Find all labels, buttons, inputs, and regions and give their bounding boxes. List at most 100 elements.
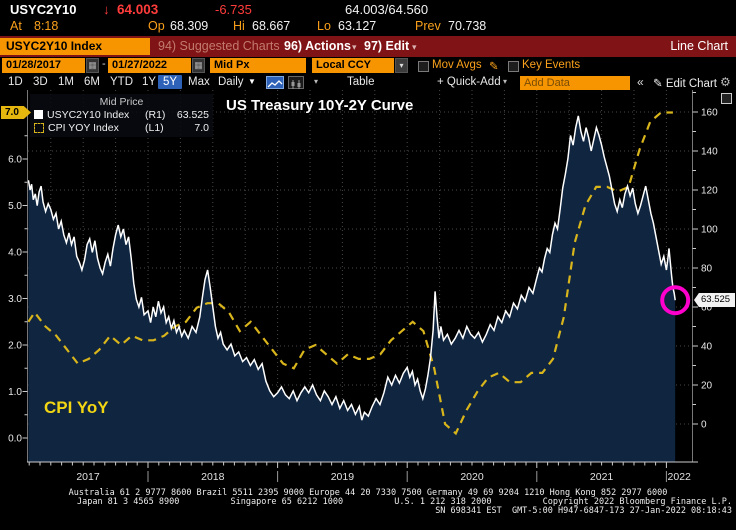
footer-contact-line: Australia 61 2 9777 8600 Brazil 5511 239… (68, 488, 668, 498)
svg-text:2022: 2022 (668, 471, 692, 483)
chart-legend: Mid Price USYC2Y10 Index (R1) 63.525 CPI… (30, 94, 213, 137)
expand-chart-icon[interactable] (721, 93, 732, 104)
svg-text:80: 80 (701, 264, 713, 275)
svg-text:2021: 2021 (590, 471, 614, 483)
tab-3d[interactable]: 3D (33, 76, 48, 88)
svg-text:4.0: 4.0 (8, 248, 22, 259)
footer-copyright-line: Japan 81 3 4565 8900 Singapore 65 6212 1… (76, 497, 732, 507)
legend-row-usyc2y10[interactable]: USYC2Y10 Index (R1) 63.525 (34, 108, 209, 121)
high-value: 68.667 (252, 19, 291, 33)
tab-1d[interactable]: 1D (8, 76, 23, 88)
down-arrow-icon: ↓ (103, 2, 110, 17)
settings-toolbar: 01/28/2017 ▦ - 01/27/2022 ▦ Mid Px Local… (0, 57, 736, 75)
at-time: 8:18 (34, 19, 59, 33)
frequency-select[interactable]: Daily (218, 76, 244, 88)
price-field-select[interactable]: Mid Px (210, 58, 306, 73)
key-events-label: Key Events (522, 59, 581, 71)
chart-type-caret-icon[interactable]: ▾ (314, 77, 319, 86)
low-value: 63.127 (338, 19, 377, 33)
mov-avgs-checkbox[interactable] (418, 61, 429, 72)
price-change: -6.735 (215, 2, 252, 17)
add-data-input[interactable]: Add Data (520, 76, 630, 90)
tab-max[interactable]: Max (188, 76, 210, 88)
collapse-icon[interactable]: « (637, 75, 644, 89)
series-name: CPI YOY Index (48, 121, 119, 134)
date-separator: - (102, 58, 106, 70)
calendar-icon[interactable]: ▦ (86, 58, 99, 73)
svg-text:5.0: 5.0 (8, 201, 22, 212)
series-last-value: 63.525 (176, 108, 209, 121)
menu-actions[interactable]: 96) Actions (284, 39, 351, 53)
currency-dropdown-icon[interactable]: ▾ (395, 58, 408, 73)
candle-chart-type-icon[interactable] (288, 76, 304, 89)
series-axis-tag: (R1) (145, 108, 166, 121)
price-chart-canvas[interactable]: 0 20 40 60 80 100 120 140 160 0.0 1.0 2.0 3.0 4.0 5.0 6… (0, 90, 736, 488)
series-marker-solid-icon (34, 110, 43, 119)
actions-caret-icon: ▾ (352, 42, 357, 52)
svg-text:140: 140 (701, 147, 718, 158)
frequency-caret-icon[interactable]: ▼ (248, 77, 256, 86)
at-label: At (10, 19, 22, 33)
svg-text:160: 160 (701, 108, 718, 119)
date-from-input[interactable]: 01/28/2017 (2, 58, 85, 73)
tab-5y-active[interactable]: 5Y (158, 75, 183, 89)
menu-edit[interactable]: 97) Edit (364, 39, 410, 53)
svg-text:2018: 2018 (201, 471, 225, 483)
pencil-icon[interactable]: ✎ (489, 61, 499, 73)
series-axis-tag: (L1) (145, 121, 164, 134)
tab-6m[interactable]: 6M (84, 76, 100, 88)
function-menu-bar: USYC2Y10 Index 94) Suggested Charts 96) … (0, 36, 736, 57)
table-button[interactable]: Table (347, 76, 375, 88)
tab-1m[interactable]: 1M (58, 76, 74, 88)
svg-text:2020: 2020 (460, 471, 484, 483)
svg-text:20: 20 (701, 381, 713, 392)
quick-add-caret-icon[interactable]: ▾ (503, 77, 508, 86)
chart-type-label: Line Chart (670, 39, 728, 53)
footer-session-line: SN 698341 EST GMT-5:00 H947-6847-173 27-… (435, 506, 732, 516)
prev-value: 70.738 (448, 19, 487, 33)
svg-text:2019: 2019 (331, 471, 355, 483)
line-chart-type-icon[interactable] (266, 76, 284, 89)
key-events-checkbox[interactable] (508, 61, 519, 72)
security-field[interactable]: USYC2Y10 Index (0, 38, 150, 55)
menu-suggested-charts[interactable]: 94) Suggested Charts (158, 39, 280, 53)
legend-row-cpi[interactable]: CPI YOY Index (L1) 7.0 (34, 121, 209, 134)
svg-text:6.0: 6.0 (8, 155, 22, 166)
mov-avgs-label: Mov Avgs (432, 59, 482, 71)
svg-text:0: 0 (701, 420, 707, 431)
tab-ytd[interactable]: YTD (110, 76, 133, 88)
edit-chart-label: Edit Chart (665, 78, 717, 90)
right-axis-last-value-badge: 63.525 (694, 293, 735, 307)
svg-text:60: 60 (701, 303, 713, 314)
calendar-icon[interactable]: ▦ (192, 58, 205, 73)
chart-title: US Treasury 10Y-2Y Curve (226, 97, 414, 114)
series-name: USYC2Y10 Index (47, 108, 130, 121)
edit-chart-button[interactable]: ✎ Edit Chart (653, 78, 717, 90)
date-to-input[interactable]: 01/27/2022 (108, 58, 191, 73)
series-marker-dashed-icon (34, 122, 44, 133)
last-price: 64.003 (117, 2, 159, 17)
open-value: 68.309 (170, 19, 209, 33)
high-label: Hi (233, 19, 245, 33)
ticker-symbol: USYC2Y10 (10, 2, 77, 17)
tab-1y[interactable]: 1Y (142, 76, 157, 88)
quote-bar-row2: At 8:18 Op 68.309 Hi 68.667 Lo 63.127 Pr… (0, 18, 736, 36)
left-axis-last-value-badge: 7.0 (1, 106, 31, 119)
period-toolbar: 1D 3D 1M 6M YTD 1Y 5Y Max Daily ▼ ▾ Tabl… (0, 75, 736, 91)
prev-label: Prev (415, 19, 441, 33)
cpi-yoy-annotation: CPI YoY (44, 398, 109, 417)
open-label: Op (148, 19, 165, 33)
edit-caret-icon: ▾ (412, 42, 417, 52)
svg-text:2.0: 2.0 (8, 341, 22, 352)
currency-select[interactable]: Local CCY (312, 58, 394, 73)
svg-text:3.0: 3.0 (8, 294, 22, 305)
svg-text:100: 100 (701, 225, 718, 236)
gear-icon[interactable]: ⚙ (720, 75, 731, 89)
svg-text:0.0: 0.0 (8, 434, 22, 445)
bid-ask: 64.003/64.560 (345, 2, 429, 17)
quick-add-button[interactable]: + Quick-Add (437, 76, 501, 88)
svg-text:40: 40 (701, 342, 713, 353)
series-last-value: 7.0 (194, 121, 209, 134)
svg-text:1.0: 1.0 (8, 387, 22, 398)
svg-text:120: 120 (701, 186, 718, 197)
